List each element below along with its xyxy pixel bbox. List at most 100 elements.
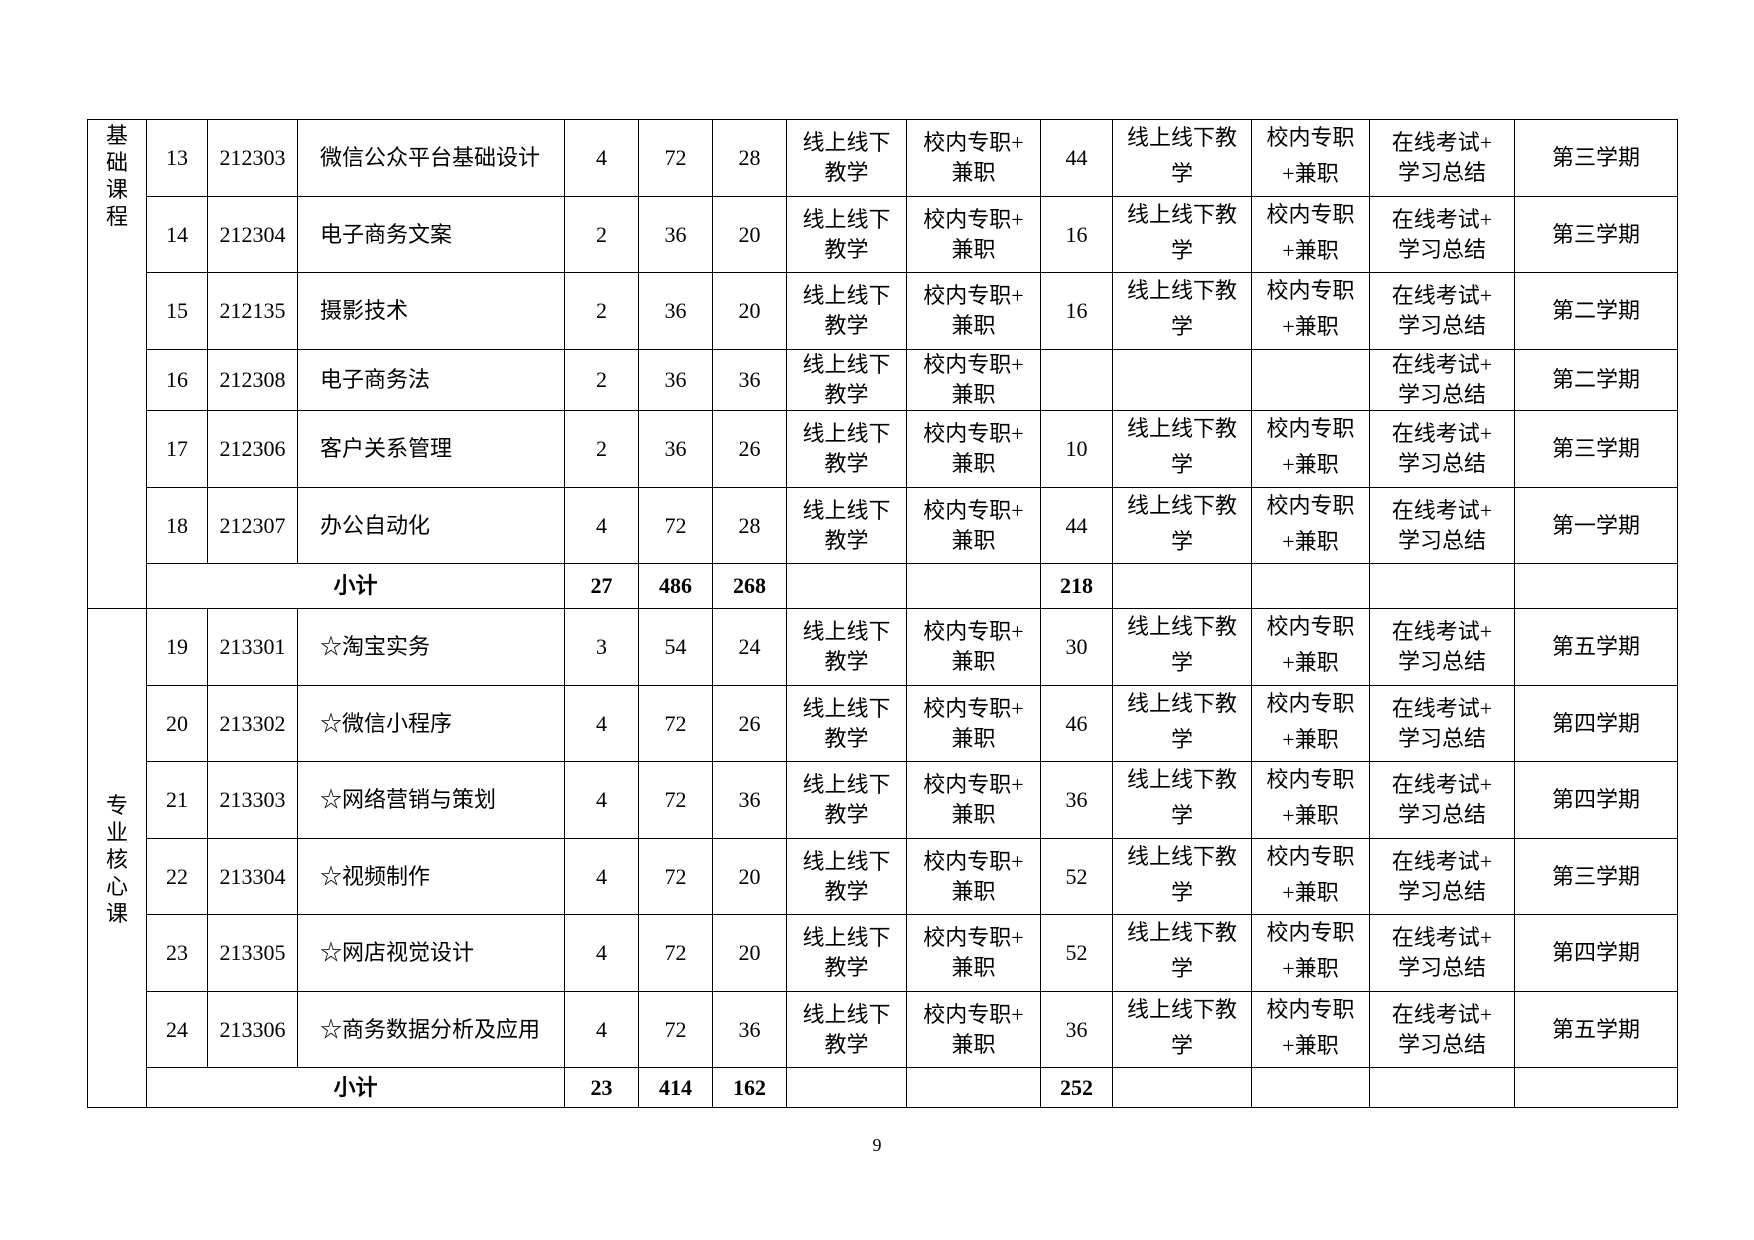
cell-code: 212307 (207, 487, 298, 564)
cell-teacher2: 校内专职 +兼职 (1251, 487, 1370, 564)
subtotal-credits: 27 (564, 563, 639, 609)
empty-cell (1112, 563, 1252, 609)
table-row: 24 213306 ☆商务数据分析及应用 4 72 36 线上线下 教学 校内专职+ 兼职 36… (88, 991, 1678, 1068)
cell-practice: 44 (1040, 487, 1113, 564)
cell-assessment: 在线考试+ 学习总结 (1369, 272, 1515, 350)
cell-semester: 第三学期 (1514, 838, 1678, 915)
empty-cell (1251, 563, 1370, 609)
section-label-text: 基础课程 (105, 123, 128, 229)
cell-name: ☆网店视觉设计 (297, 914, 565, 992)
cell-method2: 线上线下教 学 (1112, 487, 1252, 564)
cell-code: 212303 (207, 119, 298, 197)
empty-cell (906, 1067, 1041, 1108)
cell-credits: 2 (564, 349, 639, 411)
cell-code: 213301 (207, 608, 298, 686)
cell-no: 16 (146, 349, 208, 411)
cell-method2: 线上线下教 学 (1112, 272, 1252, 350)
cell-credits: 4 (564, 838, 639, 915)
cell-credits: 2 (564, 410, 639, 488)
cell-assessment: 在线考试+ 学习总结 (1369, 349, 1515, 411)
cell-teacher1: 校内专职+ 兼职 (906, 838, 1041, 915)
cell-theory: 20 (712, 272, 787, 350)
cell-theory: 26 (712, 685, 787, 762)
cell-teacher1: 校内专职+ 兼职 (906, 196, 1041, 273)
cell-teacher2: 校内专职 +兼职 (1251, 761, 1370, 839)
cell-method2: 线上线下教 学 (1112, 761, 1252, 839)
cell-credits: 4 (564, 487, 639, 564)
cell-code: 213302 (207, 685, 298, 762)
cell-theory: 28 (712, 487, 787, 564)
cell-hours: 54 (638, 608, 713, 686)
cell-code: 212135 (207, 272, 298, 350)
empty-cell (1369, 1067, 1515, 1108)
cell-assessment: 在线考试+ 学习总结 (1369, 119, 1515, 197)
cell-teacher1: 校内专职+ 兼职 (906, 349, 1041, 411)
cell-name: 微信公众平台基础设计 (297, 119, 565, 197)
cell-method1: 线上线下 教学 (786, 838, 907, 915)
cell-assessment: 在线考试+ 学习总结 (1369, 761, 1515, 839)
cell-credits: 4 (564, 991, 639, 1068)
cell-semester: 第五学期 (1514, 608, 1678, 686)
subtotal-label: 小计 (146, 563, 565, 609)
cell-credits: 4 (564, 119, 639, 197)
cell-method2: 线上线下教 学 (1112, 991, 1252, 1068)
cell-teacher2: 校内专职 +兼职 (1251, 608, 1370, 686)
cell-method1: 线上线下 教学 (786, 272, 907, 350)
cell-hours: 36 (638, 410, 713, 488)
cell-assessment: 在线考试+ 学习总结 (1369, 410, 1515, 488)
cell-assessment: 在线考试+ 学习总结 (1369, 196, 1515, 273)
cell-name: 办公自动化 (297, 487, 565, 564)
cell-practice (1040, 349, 1113, 411)
subtotal-hours: 414 (638, 1067, 713, 1108)
cell-teacher1: 校内专职+ 兼职 (906, 119, 1041, 197)
cell-semester: 第二学期 (1514, 349, 1678, 411)
cell-credits: 2 (564, 272, 639, 350)
cell-method1: 线上线下 教学 (786, 196, 907, 273)
cell-method2: 线上线下教 学 (1112, 119, 1252, 197)
cell-hours: 72 (638, 838, 713, 915)
cell-practice: 10 (1040, 410, 1113, 488)
cell-code: 213303 (207, 761, 298, 839)
cell-method1: 线上线下 教学 (786, 608, 907, 686)
cell-hours: 72 (638, 761, 713, 839)
cell-practice: 36 (1040, 761, 1113, 839)
cell-hours: 36 (638, 196, 713, 273)
cell-semester: 第三学期 (1514, 410, 1678, 488)
cell-hours: 36 (638, 272, 713, 350)
empty-cell (1251, 1067, 1370, 1108)
cell-hours: 72 (638, 119, 713, 197)
cell-theory: 36 (712, 761, 787, 839)
cell-teacher2: 校内专职 +兼职 (1251, 272, 1370, 350)
cell-code: 213304 (207, 838, 298, 915)
cell-semester: 第三学期 (1514, 196, 1678, 273)
cell-practice: 30 (1040, 608, 1113, 686)
cell-no: 14 (146, 196, 208, 273)
cell-method1: 线上线下 教学 (786, 761, 907, 839)
cell-semester: 第四学期 (1514, 761, 1678, 839)
cell-practice: 46 (1040, 685, 1113, 762)
empty-cell (1514, 563, 1678, 609)
cell-code: 212306 (207, 410, 298, 488)
cell-credits: 4 (564, 761, 639, 839)
cell-theory: 28 (712, 119, 787, 197)
cell-credits: 2 (564, 196, 639, 273)
cell-teacher1: 校内专职+ 兼职 (906, 410, 1041, 488)
table-row: 23 213305 ☆网店视觉设计 4 72 20 线上线下 教学 校内专职+ 兼职 52 线上线… (88, 914, 1678, 992)
cell-hours: 72 (638, 685, 713, 762)
cell-theory: 20 (712, 196, 787, 273)
cell-theory: 36 (712, 349, 787, 411)
cell-method2: 线上线下教 学 (1112, 838, 1252, 915)
cell-teacher2 (1251, 349, 1370, 411)
cell-practice: 52 (1040, 838, 1113, 915)
cell-no: 22 (146, 838, 208, 915)
cell-credits: 4 (564, 685, 639, 762)
cell-practice: 52 (1040, 914, 1113, 992)
cell-teacher2: 校内专职 +兼职 (1251, 838, 1370, 915)
cell-name: ☆视频制作 (297, 838, 565, 915)
cell-hours: 36 (638, 349, 713, 411)
cell-practice: 36 (1040, 991, 1113, 1068)
subtotal-row: 小计 23 414 162 252 (88, 1067, 1678, 1108)
cell-teacher1: 校内专职+ 兼职 (906, 914, 1041, 992)
cell-assessment: 在线考试+ 学习总结 (1369, 685, 1515, 762)
cell-method1: 线上线下 教学 (786, 685, 907, 762)
